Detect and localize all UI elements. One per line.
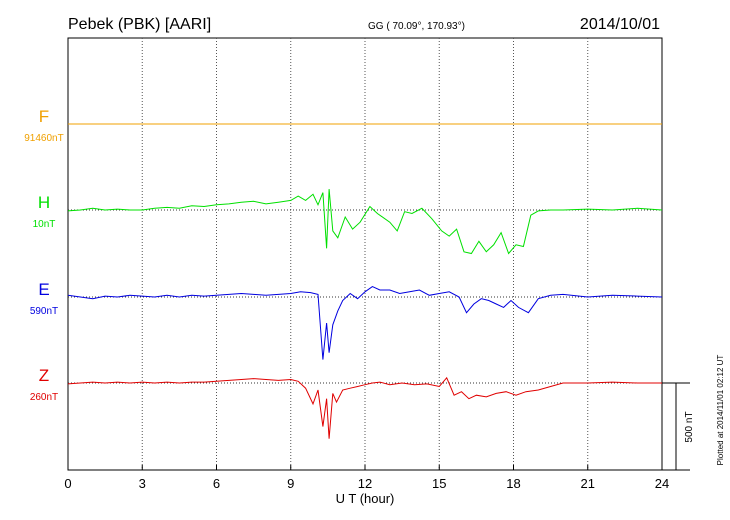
x-tick-label: 15 [432,476,446,491]
series-baseline-h: 10nT [33,219,56,230]
series-line-h [67,189,663,255]
station-coordinates: GG ( 70.09°, 170.93°) [368,21,465,32]
station-title: Pebek (PBK) [AARI] [68,16,211,33]
scale-bar-label: 500 nT [684,411,695,442]
series-line-z [67,376,662,439]
x-tick-label: 3 [139,476,146,491]
x-tick-label: 21 [581,476,595,491]
series-baseline-z: 260nT [30,392,58,403]
x-tick-label: 18 [506,476,520,491]
series-name-h: H [38,193,50,212]
series-name-z: Z [39,366,49,385]
x-axis-label: U T (hour) [336,491,395,506]
series-baseline-f: 91460nT [24,133,63,144]
series-line-e [67,286,663,360]
x-axis-ticks: 0 3 6 9 12 15 18 21 24 [64,465,669,491]
series-group [67,123,663,439]
series-baseline-e: 590nT [30,306,58,317]
series-name-f: F [39,107,49,126]
series-labels: F 91460nT H 10nT E 590nT Z 260nT [24,107,63,403]
x-tick-label: 9 [287,476,294,491]
grid-lines [141,38,589,470]
plotted-timestamp: Plotted at 2014/11/01 02:12 UT [716,355,725,466]
x-tick-label: 12 [358,476,372,491]
x-tick-label: 24 [655,476,669,491]
x-tick-label: 6 [213,476,220,491]
x-tick-label: 0 [64,476,71,491]
plot-date: 2014/10/01 [580,16,660,33]
scale-bar: 500 nT [662,382,695,471]
series-name-e: E [38,280,49,299]
